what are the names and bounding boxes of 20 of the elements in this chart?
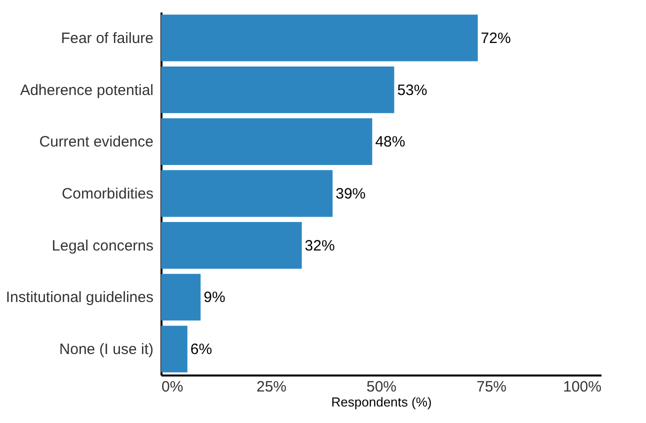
data-label: 48%	[375, 134, 406, 151]
y-tick-label: Fear of failure	[60, 30, 154, 47]
x-tick-label: 0%	[162, 378, 184, 396]
x-tick-label: 75%	[476, 378, 507, 396]
data-label: 6%	[190, 341, 212, 358]
data-label: 72%	[480, 30, 511, 47]
x-tick-label: 50%	[366, 378, 397, 396]
data-label: 39%	[336, 186, 366, 202]
data-label: 9%	[204, 289, 226, 306]
data-label: 32%	[304, 237, 335, 254]
y-tick-label: Current evidence	[39, 134, 154, 151]
y-tick-label: Comorbidities	[62, 186, 154, 202]
y-tick-label: Legal concerns	[52, 237, 154, 254]
y-tick-label: Institutional guidelines	[6, 289, 154, 306]
x-tick-label: 100%	[563, 378, 602, 396]
y-tick-label: Adherence potential	[20, 82, 154, 99]
data-label: 53%	[397, 82, 428, 99]
x-tick-label: 25%	[256, 378, 287, 396]
x-axis-title: Respondents (%)	[331, 394, 432, 410]
y-tick-label: None (I use it)	[59, 341, 154, 358]
